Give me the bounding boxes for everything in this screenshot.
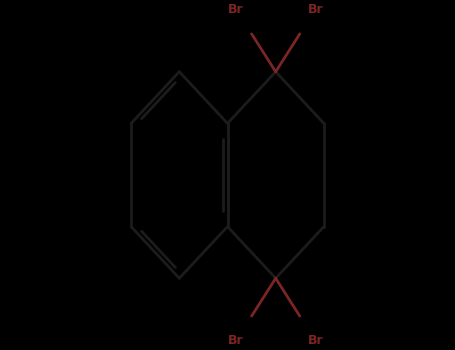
Text: Br: Br	[308, 334, 323, 347]
Text: Br: Br	[228, 3, 244, 16]
Text: Br: Br	[308, 3, 323, 16]
Text: Br: Br	[228, 334, 244, 347]
